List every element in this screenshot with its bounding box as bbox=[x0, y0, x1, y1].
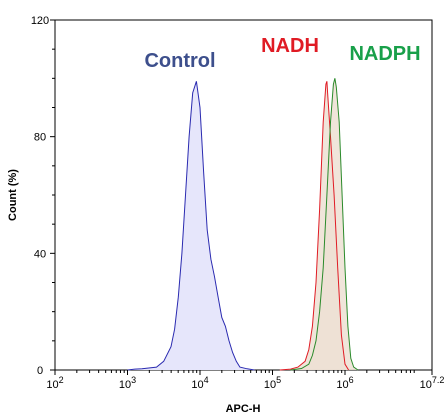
x-tick-label: 104 bbox=[191, 375, 208, 391]
plot-frame bbox=[54, 19, 433, 371]
y-tick-label: 0 bbox=[37, 365, 43, 377]
x-tick-label: 102 bbox=[46, 375, 63, 391]
series-area-nadph bbox=[290, 78, 358, 371]
x-tick-label: 105 bbox=[264, 375, 281, 391]
series-layer bbox=[127, 78, 359, 371]
series-line-nadh bbox=[279, 81, 350, 371]
x-axis-title: APC-H bbox=[226, 403, 261, 415]
y-tick-label: 40 bbox=[34, 248, 46, 260]
x-tick-label: 103 bbox=[119, 375, 136, 391]
series-line-nadph bbox=[290, 78, 359, 371]
series-label-control: Control bbox=[144, 50, 215, 72]
series-label-nadph: NADPH bbox=[349, 43, 420, 65]
series-area-control bbox=[127, 81, 255, 371]
y-axis-title: Count (%) bbox=[7, 169, 19, 221]
y-tick-label: 120 bbox=[31, 15, 49, 27]
series-line-control bbox=[127, 81, 255, 371]
axis-layer: 0 40 80 120 102 103 104 105 106 107.2 bbox=[31, 15, 445, 391]
y-tick-label: 80 bbox=[34, 132, 46, 144]
series-label-nadh: NADH bbox=[261, 35, 319, 57]
x-tick-label: 106 bbox=[336, 375, 353, 391]
x-tick-label: 107.2 bbox=[420, 375, 445, 391]
